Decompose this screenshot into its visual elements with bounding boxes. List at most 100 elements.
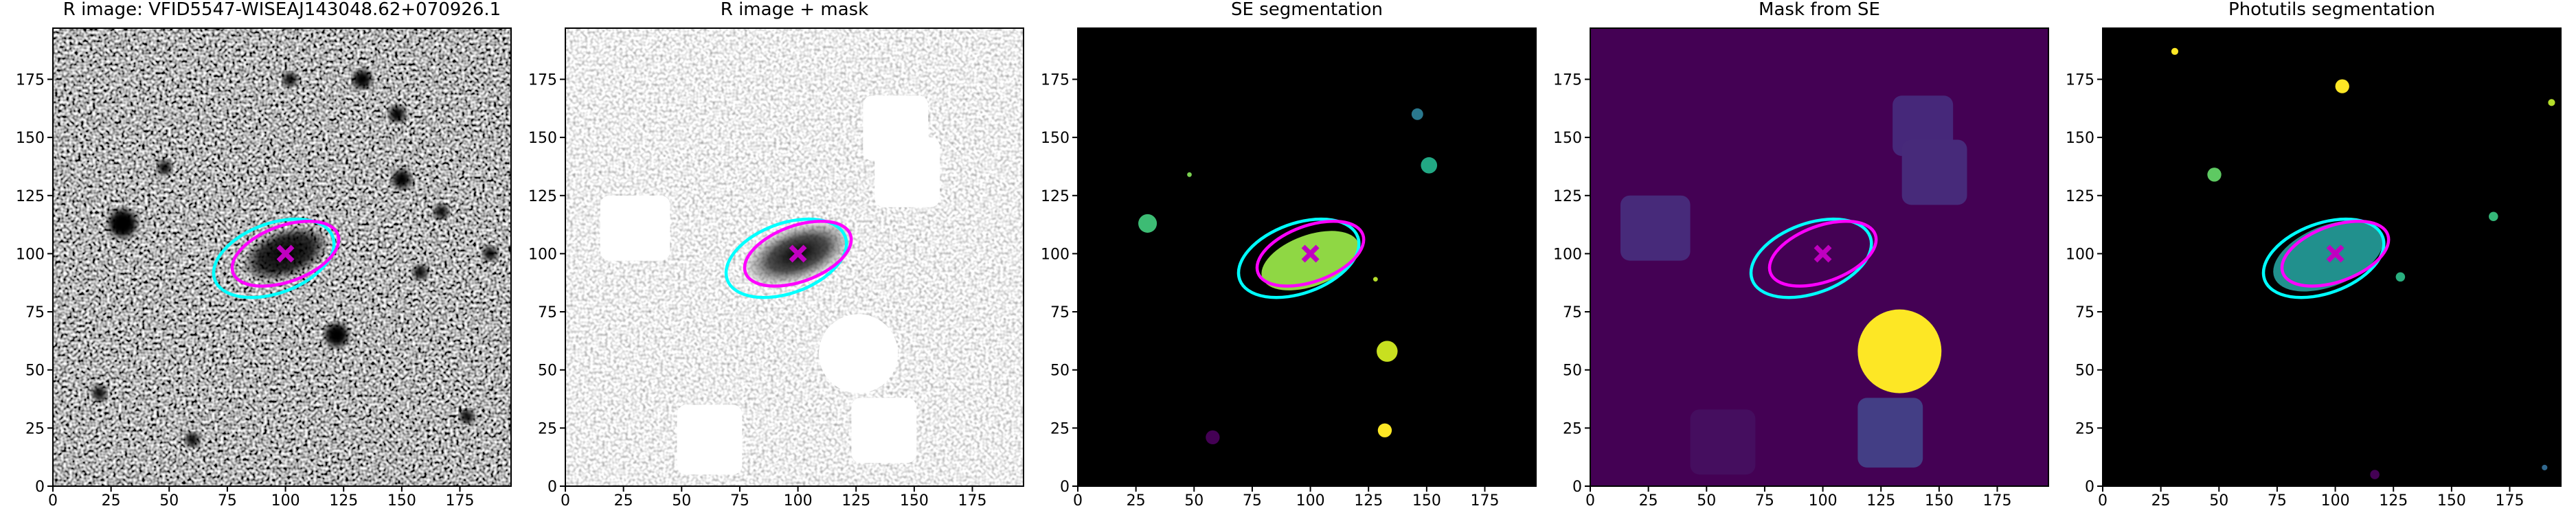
x-tick-label: 50 (2209, 492, 2228, 510)
x-tick-label: 100 (784, 492, 813, 510)
mask-region (851, 398, 917, 464)
x-tick-label: 100 (2321, 492, 2350, 510)
y-tick-label: 100 (1553, 246, 1582, 263)
y-tick-label: 25 (1050, 420, 1070, 437)
axes-frame (1590, 27, 2049, 487)
source-blob (283, 72, 297, 87)
y-tick-label: 175 (528, 71, 557, 89)
panel-title: R image: VFID5547-WISEAJ143048.62+070926… (63, 0, 501, 20)
fit-ellipse (724, 217, 848, 299)
mask-region (677, 404, 743, 475)
y-tick-label: 25 (1563, 420, 1582, 437)
center-marker (1814, 244, 1832, 263)
y-tick-label: 0 (35, 479, 45, 496)
y-tick-label: 75 (2075, 304, 2094, 321)
x-tick-label: 100 (1296, 492, 1325, 510)
image (2103, 28, 2561, 486)
x-tick-label: 125 (1866, 492, 1895, 510)
mask-region (1690, 409, 1756, 475)
x-tick-label: 25 (614, 492, 633, 510)
axes-frame (2102, 27, 2562, 487)
x-tick-label: 125 (1354, 492, 1383, 510)
y-tick-label: 100 (1041, 246, 1070, 263)
x-tick-label: 175 (1983, 492, 2012, 510)
x-tick-label: 175 (446, 492, 475, 510)
source-blob (460, 409, 474, 424)
x-tick-label: 125 (329, 492, 358, 510)
x-tick-label: 0 (2098, 492, 2108, 510)
segment (2207, 168, 2222, 182)
x-tick-label: 150 (1925, 492, 1954, 510)
y-tick-label: 100 (2066, 246, 2094, 263)
x-tick-label: 0 (1073, 492, 1083, 510)
source-blob (352, 69, 372, 89)
y-tick-label: 50 (25, 363, 45, 380)
y-tick-label: 125 (2066, 188, 2094, 205)
y-tick-label: 125 (1041, 188, 1070, 205)
fit-ellipse (212, 217, 336, 299)
y-tick-label: 175 (16, 71, 45, 89)
mask-region (1857, 398, 1923, 468)
y-tick-label: 75 (538, 304, 557, 321)
x-tick-label: 50 (159, 492, 179, 510)
panel: Mask from SE 0 25 50 75 100 125 150 175 0 25 50 75 10… (1553, 0, 2049, 510)
y-tick-label: 150 (1041, 130, 1070, 147)
y-tick-label: 175 (1041, 71, 1070, 89)
x-tick-label: 0 (48, 492, 58, 510)
y-tick-label: 125 (16, 188, 45, 205)
panel: R image + mask 0 25 50 75 100 125 150 175 0 25 50 75… (528, 0, 1024, 510)
y-tick-label: 0 (1572, 479, 1582, 496)
x-tick-label: 25 (2151, 492, 2171, 510)
source-blob (157, 160, 172, 175)
axes-frame (1077, 27, 1537, 487)
source-blob (185, 433, 200, 447)
source-blob (389, 106, 405, 123)
x-tick-label: 75 (2268, 492, 2287, 510)
mask-region (874, 137, 940, 207)
y-tick-label: 50 (2075, 363, 2094, 380)
y-tick-label: 0 (547, 479, 557, 496)
x-tick-label: 150 (900, 492, 929, 510)
source-blob (392, 170, 411, 189)
panel-title: R image + mask (721, 0, 869, 20)
y-tick-label: 150 (2066, 130, 2094, 147)
panel-title: Mask from SE (1759, 0, 1880, 20)
y-tick-label: 75 (25, 304, 45, 321)
panel: R image: VFID5547-WISEAJ143048.62+070926… (16, 0, 512, 510)
segment (2542, 464, 2548, 470)
panel: Photutils segmentation 0 25 50 75 100 125 150 17… (2066, 0, 2562, 510)
x-tick-label: 75 (218, 492, 237, 510)
x-tick-label: 125 (2379, 492, 2408, 510)
x-tick-label: 175 (958, 492, 987, 510)
y-tick-label: 100 (528, 246, 557, 263)
fit-ellipse (230, 219, 341, 288)
fit-ellipse (2280, 219, 2391, 288)
y-tick-label: 125 (528, 188, 557, 205)
y-tick-label: 100 (16, 246, 45, 263)
x-tick-label: 100 (1809, 492, 1838, 510)
segment (2335, 79, 2349, 93)
segment (1377, 423, 1392, 437)
y-tick-label: 150 (1553, 130, 1582, 147)
y-tick-label: 50 (538, 363, 557, 380)
x-tick-label: 50 (1697, 492, 1716, 510)
segment (1206, 430, 1220, 445)
axes-frame (565, 27, 1024, 487)
mask-region (1620, 195, 1691, 261)
axes-frame (52, 27, 512, 487)
image-area (2103, 28, 2561, 486)
mask-region (1857, 309, 1942, 393)
x-tick-label: 150 (2437, 492, 2466, 510)
fit-ellipse (1255, 219, 1366, 288)
segment (1372, 277, 1378, 282)
x-tick-label: 25 (1127, 492, 1146, 510)
source-blob (413, 265, 428, 279)
mask-region (819, 314, 899, 393)
panel: SE segmentation 0 25 50 75 100 125 150 175 0 25 50 7… (1041, 0, 1537, 510)
image (53, 28, 511, 486)
x-tick-label: 50 (1184, 492, 1204, 510)
source-blob (325, 323, 348, 347)
center-marker (276, 244, 295, 263)
